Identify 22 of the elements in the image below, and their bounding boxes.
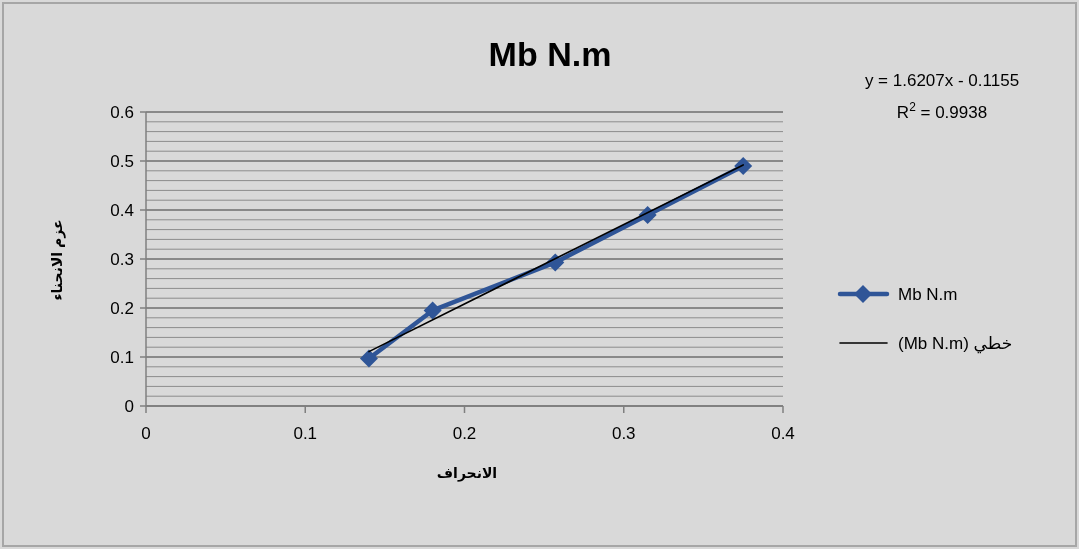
y-tick-label: 0.2 [110,299,134,318]
y-tick-label: 0.4 [110,201,134,220]
x-tick-label: 0.2 [452,424,477,443]
text: R$^{2}$ = 0.9938 [896,100,988,122]
legend-label: Mb N.m [898,285,958,304]
point [359,349,378,368]
chart-title: Mb N.m [488,35,612,73]
point [734,156,753,175]
x-tick-label: 0.4 [771,424,795,443]
text: y = 1.6207x - 0.1155 [864,71,1020,90]
y-tick-label: 0.6 [110,103,134,122]
x-tick-label: 0.3 [611,424,636,443]
y-tick-label: 0.5 [110,152,134,171]
point [423,301,442,320]
y-tick-label: 0 [124,397,134,416]
x-tick-label: 0 [141,424,151,443]
y-tick-label: 0.1 [110,348,134,367]
y-axis-title: عزم الانحناء [49,219,66,301]
x-tick-label: 0.1 [293,424,318,443]
x-axis-title: الانحراف [436,465,498,482]
y-tick-label: 0.3 [110,250,134,269]
legend-label: خطي (Mb N.m) [898,334,1013,354]
